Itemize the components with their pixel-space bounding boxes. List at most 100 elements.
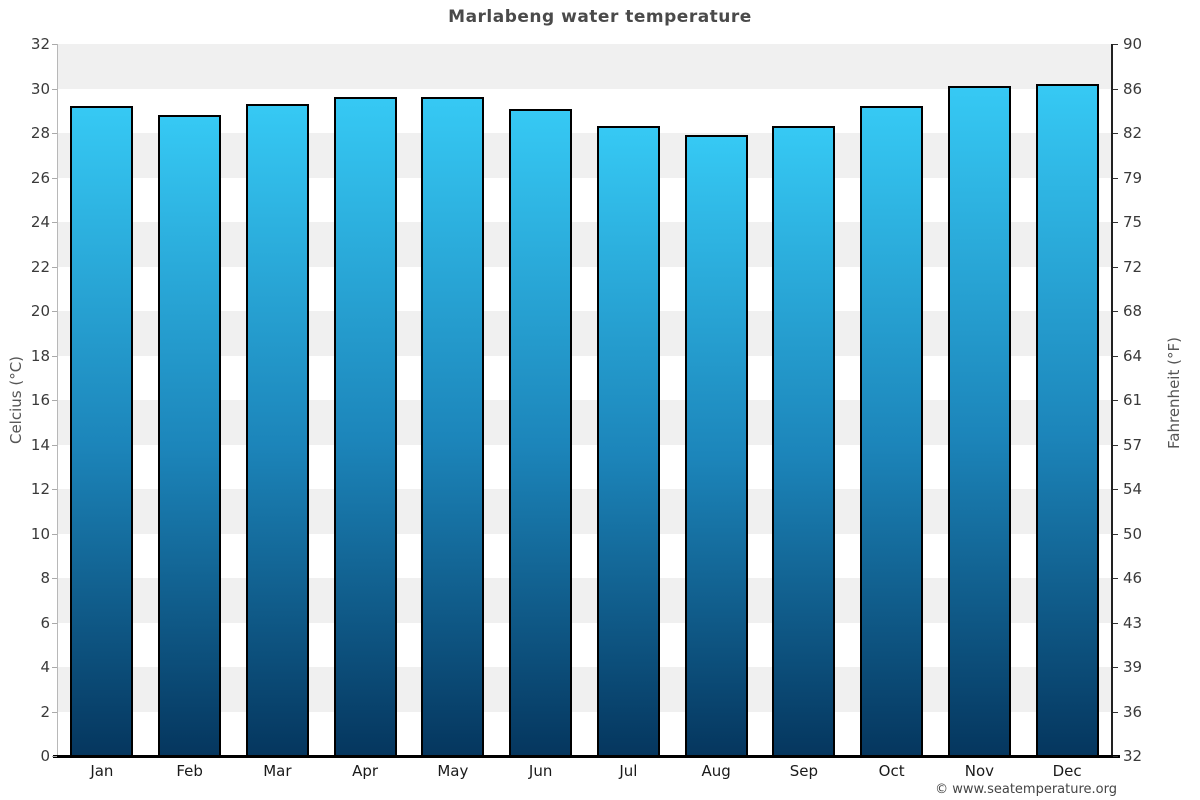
bar-nov	[947, 86, 1011, 756]
y-tick-celsius: 22	[30, 257, 50, 276]
grid-band	[58, 578, 1111, 623]
y-tick-fahrenheit: 79	[1123, 168, 1143, 187]
plot-area	[57, 44, 1113, 756]
y-tick-mark-right	[1113, 311, 1118, 312]
chart-title: Marlabeng water temperature	[448, 7, 752, 27]
y-tick-fahrenheit: 57	[1123, 435, 1143, 454]
bar-aug	[684, 135, 748, 756]
bar-apr	[333, 97, 397, 756]
y-tick-fahrenheit: 36	[1123, 702, 1143, 721]
y-tick-fahrenheit: 43	[1123, 613, 1143, 632]
y-tick-mark-right	[1113, 222, 1118, 223]
bar-jul	[596, 126, 660, 756]
grid-band	[58, 88, 1111, 133]
y-tick-mark-left	[52, 355, 57, 357]
x-tick-feb: Feb	[176, 762, 203, 780]
y-tick-fahrenheit: 54	[1123, 480, 1143, 498]
y-tick-fahrenheit: 90	[1123, 35, 1143, 53]
y-tick-mark-left	[52, 622, 57, 624]
grid-band	[58, 444, 1111, 489]
y-tick-celsius: 4	[40, 658, 50, 676]
bar-may	[421, 97, 485, 756]
x-tick-apr: Apr	[352, 762, 379, 780]
y-tick-fahrenheit: 32	[1123, 747, 1143, 765]
y-tick-mark-right	[1113, 489, 1118, 490]
y-tick-mark-left	[52, 177, 57, 179]
y-tick-mark-right	[1113, 711, 1118, 713]
x-tick-mar: Mar	[263, 762, 292, 780]
y-tick-mark-right	[1113, 533, 1118, 535]
y-tick-celsius: 10	[30, 524, 50, 543]
bar-oct	[860, 106, 924, 756]
y-tick-mark-left	[52, 444, 57, 446]
y-tick-mark-left	[52, 222, 57, 223]
grid-band	[58, 533, 1111, 578]
bar-jun	[509, 108, 573, 756]
y-tick-mark-left	[52, 133, 57, 134]
grid-band	[58, 711, 1111, 756]
y-tick-fahrenheit: 64	[1123, 346, 1143, 365]
y-tick-celsius: 20	[30, 302, 50, 320]
y-tick-celsius: 8	[40, 569, 50, 587]
grid-band	[58, 355, 1111, 400]
y-tick-fahrenheit: 72	[1123, 257, 1143, 276]
y-tick-fahrenheit: 68	[1123, 302, 1143, 320]
grid-band	[58, 622, 1111, 667]
y-tick-mark-left	[52, 400, 57, 401]
y-tick-fahrenheit: 86	[1123, 79, 1143, 98]
y-tick-mark-right	[1113, 44, 1118, 45]
bar-mar	[245, 104, 309, 756]
y-tick-celsius: 16	[30, 391, 50, 409]
x-tick-jul: Jul	[619, 762, 638, 780]
y-tick-mark-right	[1113, 667, 1118, 668]
x-tick-sep: Sep	[789, 762, 819, 780]
y-tick-mark-right	[1113, 400, 1118, 401]
grid-band	[58, 266, 1111, 311]
grid-band	[58, 177, 1111, 222]
y-tick-mark-right	[1113, 355, 1118, 357]
y-tick-fahrenheit: 46	[1123, 569, 1143, 587]
bar-dec	[1035, 84, 1099, 756]
x-tick-may: May	[437, 762, 469, 780]
grid-band	[58, 44, 1111, 89]
grid-band	[58, 222, 1111, 267]
y-tick-mark-right	[1113, 622, 1118, 624]
y-tick-mark-left	[52, 711, 57, 713]
y-tick-celsius: 26	[30, 168, 50, 187]
y-tick-mark-left	[52, 88, 57, 90]
y-tick-celsius: 0	[40, 747, 50, 765]
y-tick-mark-right	[1113, 756, 1118, 757]
y-tick-mark-left	[52, 756, 57, 757]
y-tick-mark-left	[52, 667, 57, 668]
y-tick-mark-right	[1113, 444, 1118, 446]
y-tick-mark-right	[1113, 133, 1118, 134]
y-tick-mark-left	[52, 311, 57, 312]
x-tick-jan: Jan	[90, 762, 114, 780]
y-tick-mark-right	[1113, 177, 1118, 179]
y-tick-mark-left	[52, 44, 57, 45]
x-axis-line	[53, 755, 1120, 758]
y-tick-celsius: 12	[30, 480, 50, 498]
y-tick-celsius: 24	[30, 213, 50, 231]
grid-band	[58, 133, 1111, 178]
credit-link[interactable]: © www.seatemperature.org	[935, 782, 1117, 797]
grid-band	[58, 489, 1111, 534]
y-tick-mark-right	[1113, 578, 1118, 579]
y-tick-fahrenheit: 50	[1123, 524, 1143, 543]
y-tick-fahrenheit: 82	[1123, 124, 1143, 142]
bar-feb	[158, 115, 222, 756]
x-tick-nov: Nov	[964, 762, 995, 780]
bar-sep	[772, 126, 836, 756]
y-tick-mark-left	[52, 533, 57, 535]
y-tick-mark-right	[1113, 88, 1118, 90]
y-tick-mark-left	[52, 266, 57, 268]
y-tick-celsius: 18	[30, 346, 50, 365]
y-tick-celsius: 6	[40, 613, 50, 632]
y-tick-fahrenheit: 61	[1123, 391, 1143, 409]
x-tick-jun: Jun	[528, 762, 553, 780]
y-tick-celsius: 14	[30, 435, 50, 454]
grid-band	[58, 400, 1111, 445]
y-tick-celsius: 2	[40, 702, 50, 721]
y-tick-mark-right	[1113, 266, 1118, 268]
